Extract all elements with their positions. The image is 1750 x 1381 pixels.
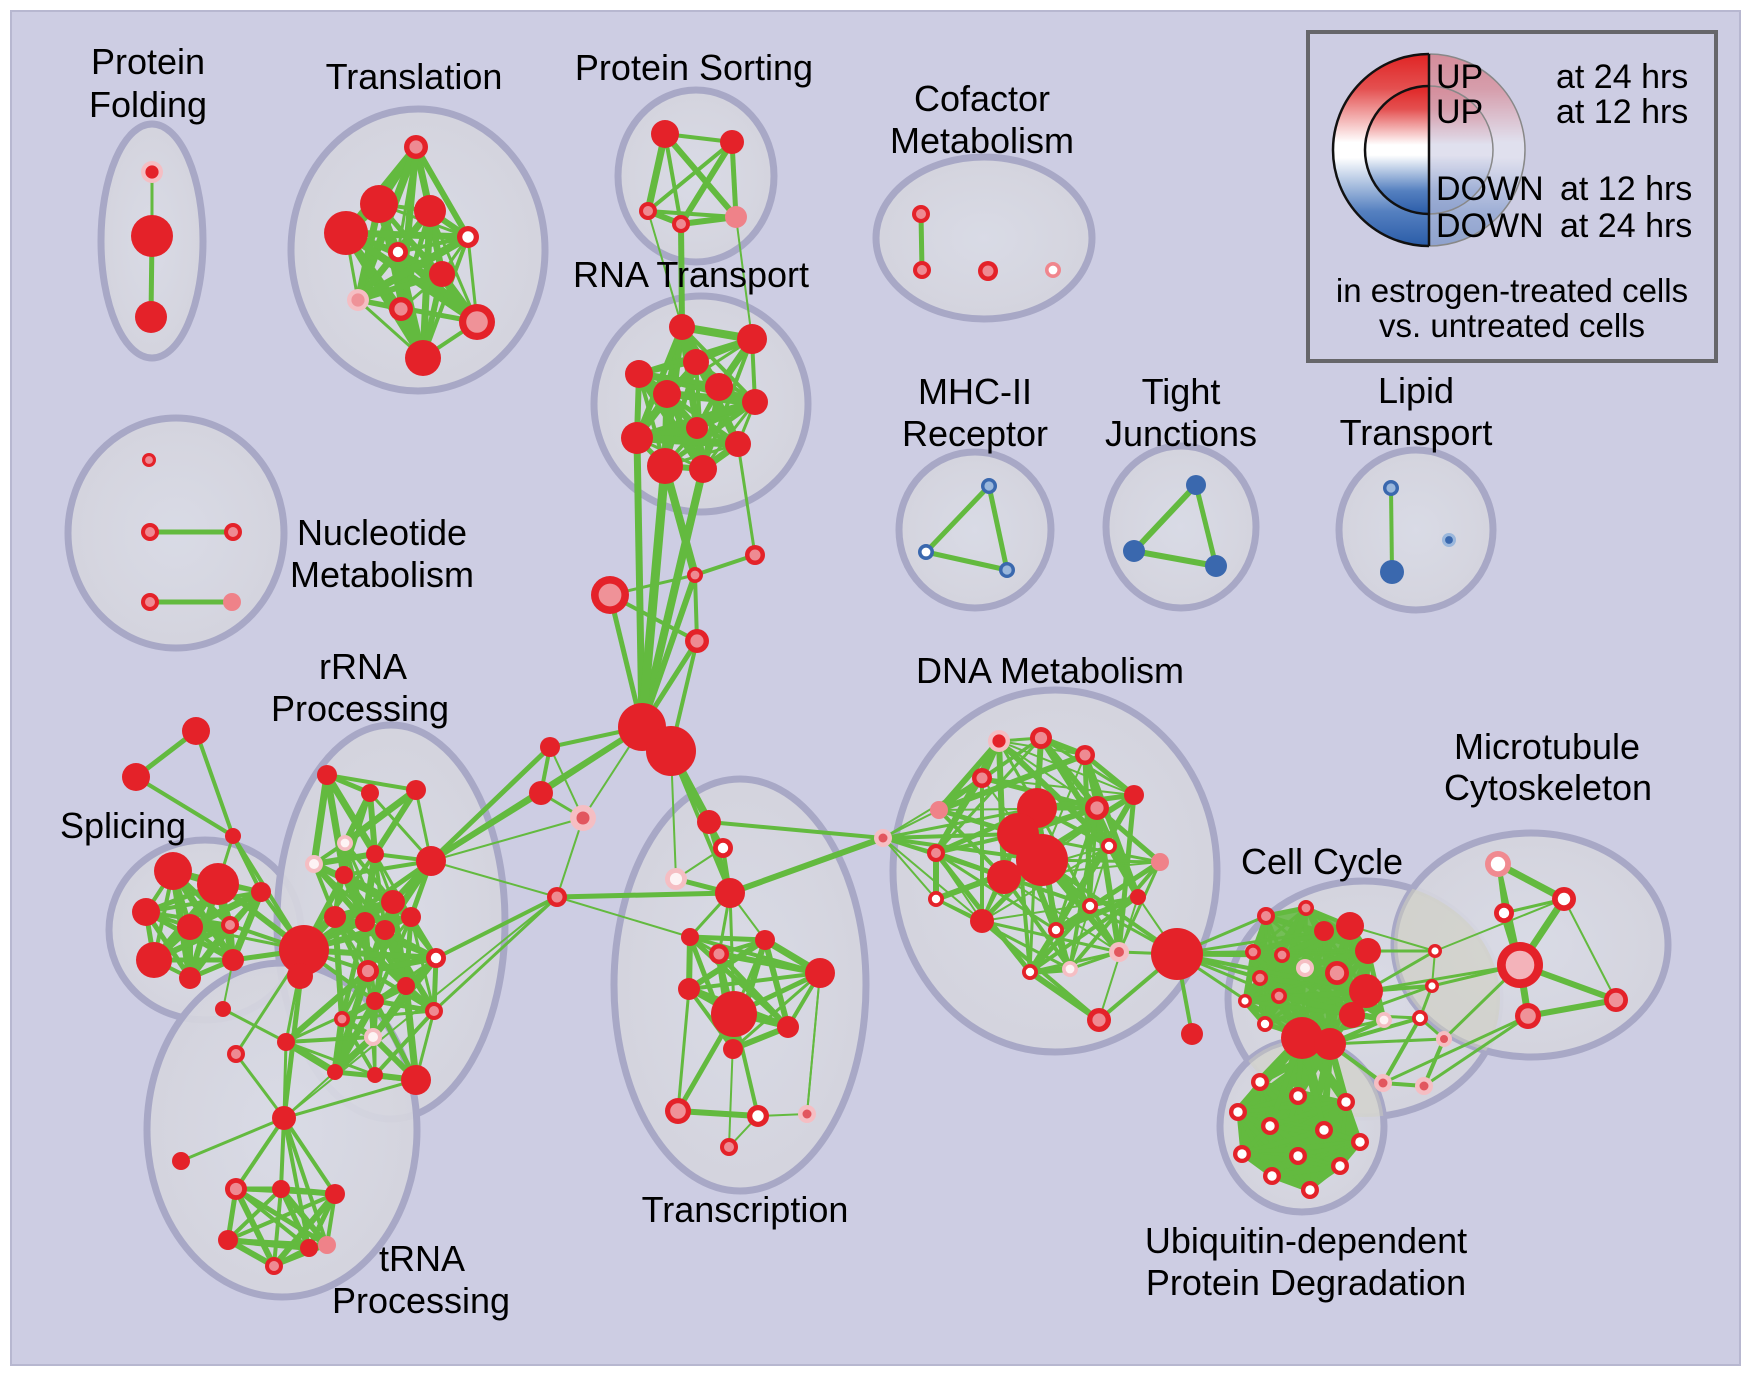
svg-text:in estrogen-treated cells: in estrogen-treated cells <box>1336 272 1688 309</box>
svg-text:MHC-II: MHC-II <box>918 371 1032 412</box>
svg-text:Folding: Folding <box>89 84 207 125</box>
svg-text:Protein: Protein <box>91 41 205 82</box>
svg-text:Nucleotide: Nucleotide <box>297 512 467 553</box>
svg-text:Processing: Processing <box>332 1280 510 1321</box>
svg-text:UP: UP <box>1436 93 1483 131</box>
svg-text:Protein Sorting: Protein Sorting <box>575 47 813 88</box>
svg-text:DOWN: DOWN <box>1436 207 1544 245</box>
svg-text:DOWN: DOWN <box>1436 170 1544 208</box>
svg-text:Transport: Transport <box>1340 412 1493 453</box>
svg-text:Cell Cycle: Cell Cycle <box>1241 841 1403 882</box>
svg-text:rRNA: rRNA <box>319 646 407 687</box>
svg-text:Lipid: Lipid <box>1378 370 1454 411</box>
svg-text:tRNA: tRNA <box>379 1238 465 1279</box>
svg-text:Metabolism: Metabolism <box>290 554 474 595</box>
svg-text:at 24 hrs: at 24 hrs <box>1560 207 1692 245</box>
svg-text:Translation: Translation <box>326 56 503 97</box>
svg-text:Tight: Tight <box>1142 371 1221 412</box>
svg-text:UP: UP <box>1436 58 1483 96</box>
svg-text:Receptor: Receptor <box>902 413 1048 454</box>
svg-text:at 24 hrs: at 24 hrs <box>1556 58 1688 96</box>
svg-text:at 12 hrs: at 12 hrs <box>1556 93 1688 131</box>
svg-text:Microtubule: Microtubule <box>1454 726 1640 767</box>
svg-text:at 12 hrs: at 12 hrs <box>1560 170 1692 208</box>
svg-text:DNA Metabolism: DNA Metabolism <box>916 650 1184 691</box>
svg-text:vs. untreated cells: vs. untreated cells <box>1379 307 1645 344</box>
svg-text:Transcription: Transcription <box>642 1189 849 1230</box>
svg-text:RNA Transport: RNA Transport <box>573 254 809 295</box>
svg-text:Metabolism: Metabolism <box>890 120 1074 161</box>
svg-text:Cytoskeleton: Cytoskeleton <box>1444 767 1652 808</box>
svg-text:Cofactor: Cofactor <box>914 78 1050 119</box>
svg-text:Processing: Processing <box>271 688 449 729</box>
svg-text:Protein Degradation: Protein Degradation <box>1146 1262 1466 1303</box>
svg-text:Ubiquitin-dependent: Ubiquitin-dependent <box>1145 1220 1467 1261</box>
svg-text:Junctions: Junctions <box>1105 413 1257 454</box>
svg-text:Splicing: Splicing <box>60 805 186 846</box>
